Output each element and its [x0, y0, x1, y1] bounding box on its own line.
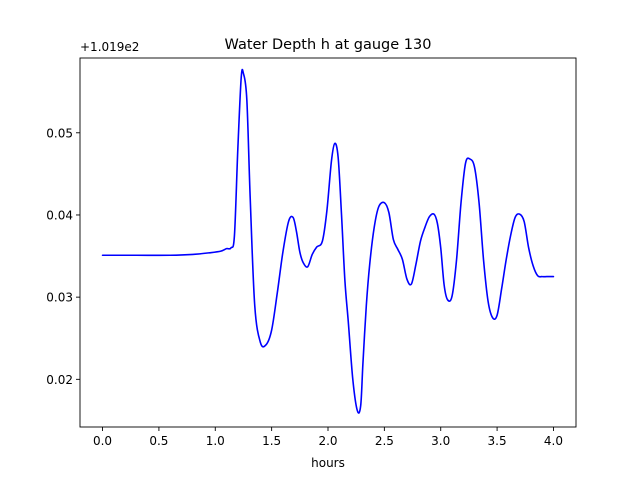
x-tick-label: 3.5	[488, 434, 507, 448]
y-tick-label: 0.04	[46, 208, 73, 222]
y-axis-ticks: 0.02 0.03 0.04 0.05	[46, 126, 80, 387]
x-tick-label: 0.0	[93, 434, 112, 448]
x-tick-label: 3.0	[431, 434, 450, 448]
x-tick-label: 4.0	[544, 434, 563, 448]
chart-title: Water Depth h at gauge 130	[225, 37, 432, 53]
x-tick-label: 0.5	[149, 434, 168, 448]
series-line	[101, 68, 555, 414]
y-tick-label: 0.03	[46, 291, 73, 305]
x-tick-label: 2.0	[318, 434, 337, 448]
x-tick-label: 2.5	[375, 434, 394, 448]
x-axis-ticks: 0.0 0.5 1.0 1.5 2.0 2.5 3.0 3.5 4.0	[93, 427, 563, 448]
y-tick-label: 0.05	[46, 126, 73, 140]
plot-area-frame	[79, 57, 577, 428]
y-offset-label: +1.019e2	[80, 40, 139, 54]
y-tick-label: 0.02	[46, 373, 73, 387]
x-tick-label: 1.5	[262, 434, 281, 448]
x-axis-label: hours	[311, 456, 345, 470]
x-tick-label: 1.0	[206, 434, 225, 448]
